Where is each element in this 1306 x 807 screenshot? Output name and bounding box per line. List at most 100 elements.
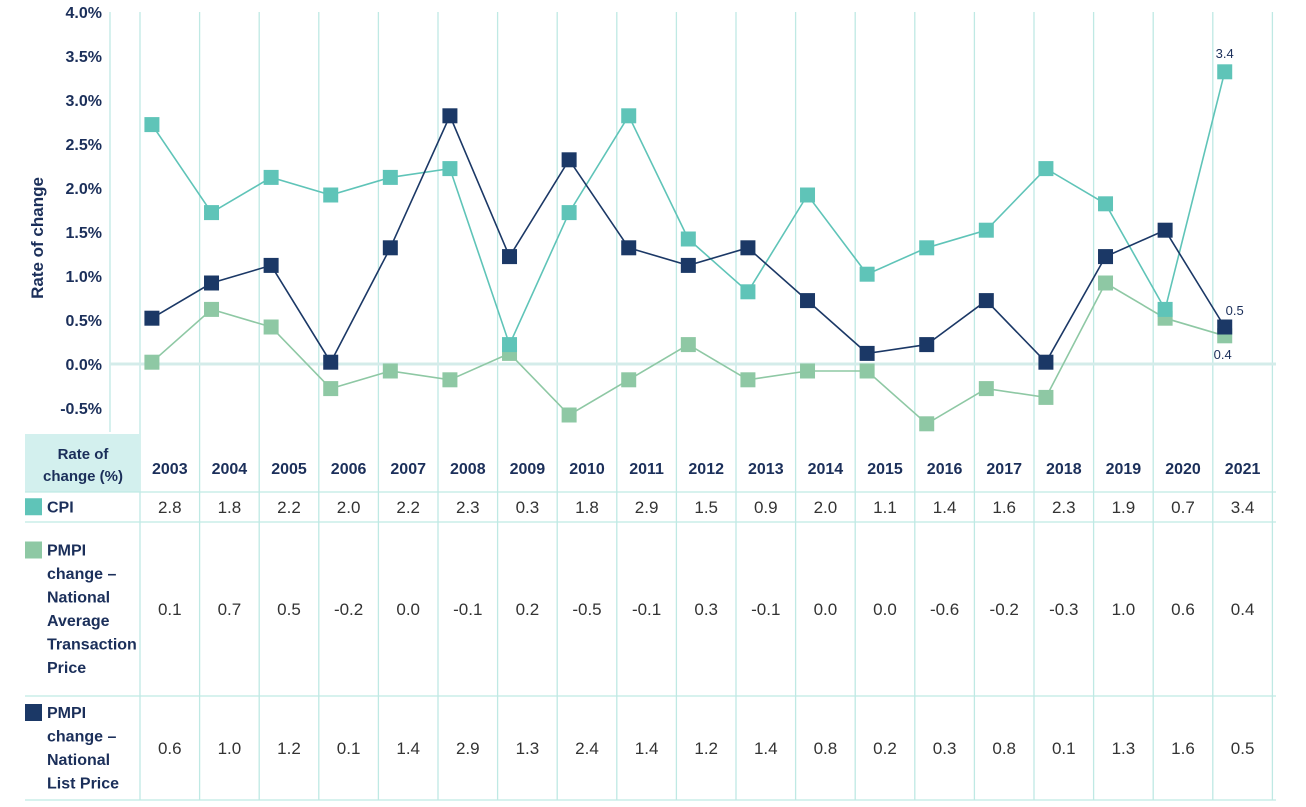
table-cell: 0.6 [1171, 600, 1195, 619]
table-year-header: 2019 [1106, 461, 1142, 478]
table-cell: 1.8 [218, 498, 242, 517]
table-cell: 0.2 [516, 600, 540, 619]
row-label-cpi: CPI [47, 499, 74, 516]
data-point-transaction [561, 407, 577, 423]
table-cell: 2.0 [337, 498, 361, 517]
data-point-transaction [978, 381, 994, 397]
table-cell: 1.8 [575, 498, 599, 517]
data-point-cpi [800, 187, 816, 203]
data-point-list [800, 293, 816, 309]
data-point-list [442, 108, 458, 124]
legend-swatch-cpi [25, 498, 42, 516]
row-label-list: PMPI [47, 705, 86, 722]
table-year-header: 2010 [569, 461, 605, 478]
table-cell: -0.2 [990, 600, 1019, 619]
table-cell: 0.1 [337, 739, 361, 758]
table-cell: 1.4 [933, 498, 957, 517]
data-label-transaction: 0.4 [1214, 347, 1232, 362]
table-year-header: 2008 [450, 461, 486, 478]
data-point-list [144, 310, 160, 326]
data-point-cpi [442, 161, 458, 177]
table-cell: 2.8 [158, 498, 182, 517]
y-axis: 4.0% 3.5% 3.0% 2.5% 2.0% 1.5% 1.0% 0.5% 0.0% -0.5… [28, 5, 102, 418]
table-cell: -0.1 [632, 600, 661, 619]
table-cell: 1.9 [1112, 498, 1136, 517]
table-cell: 1.6 [1171, 739, 1195, 758]
table-cell: -0.6 [930, 600, 959, 619]
table-cell: 1.4 [396, 739, 420, 758]
data-point-cpi [323, 187, 339, 203]
table-cell: 0.3 [516, 498, 540, 517]
data-point-transaction [442, 372, 458, 388]
data-table: Rate of change (%) 2003 2004 2005 2006 2007 200… [25, 434, 1276, 801]
table-cell: -0.5 [572, 600, 601, 619]
data-point-cpi [144, 117, 160, 133]
y-tick-label: 3.5% [66, 49, 102, 66]
table-cell: -0.2 [334, 600, 363, 619]
table-cell: 1.5 [694, 498, 718, 517]
y-tick-label: 4.0% [66, 5, 102, 22]
table-cell: -0.1 [751, 600, 780, 619]
row-label-transaction: National [47, 590, 110, 607]
row-label-transaction: Transaction [47, 637, 137, 654]
y-tick-label: 0.0% [66, 357, 102, 374]
row-label-transaction: change – [47, 566, 116, 583]
table-cell: 3.4 [1231, 498, 1255, 517]
data-point-transaction [204, 301, 220, 317]
data-point-list [323, 354, 339, 370]
table-year-header: 2006 [331, 461, 367, 478]
table-cell: 1.4 [754, 739, 778, 758]
data-point-cpi [919, 240, 935, 256]
data-point-list [382, 240, 398, 256]
table-cell: 1.6 [992, 498, 1016, 517]
table-year-header: 2014 [808, 461, 844, 478]
data-point-list [1157, 222, 1173, 238]
table-cell: 0.7 [218, 600, 242, 619]
data-point-transaction [263, 319, 279, 335]
series-transaction [144, 275, 1233, 432]
data-label-list: 0.5 [1226, 303, 1244, 318]
series-layer [144, 64, 1233, 432]
table-cell: 0.0 [873, 600, 897, 619]
table-year-header: 2003 [152, 461, 188, 478]
table-cell: 1.1 [873, 498, 897, 517]
table-year-header: 2016 [927, 461, 963, 478]
table-cell: 0.4 [1231, 600, 1255, 619]
series-list [144, 108, 1233, 370]
table-cell: 1.3 [1112, 739, 1136, 758]
table-cell: 0.2 [873, 739, 897, 758]
table-row: CPI 2.8 1.8 2.2 2.0 2.2 2.3 0.3 1.8 2.9 1.5 0.9 2.0 1… [25, 498, 1254, 517]
data-point-cpi [978, 222, 994, 238]
data-point-list [919, 337, 935, 353]
y-tick-label: -0.5% [60, 401, 102, 418]
table-cell: 2.0 [814, 498, 838, 517]
grid-lines [109, 12, 1276, 800]
table-cell: 2.2 [396, 498, 420, 517]
table-header-title: change (%) [43, 468, 123, 485]
table-year-header: 2020 [1165, 461, 1201, 478]
data-point-cpi [1157, 301, 1173, 317]
data-point-transaction [859, 363, 875, 379]
data-point-list [740, 240, 756, 256]
table-year-header: 2012 [688, 461, 724, 478]
table-cell: 0.0 [396, 600, 420, 619]
table-year-header: 2017 [986, 461, 1022, 478]
data-point-transaction [919, 416, 935, 432]
data-point-transaction [621, 372, 637, 388]
data-point-transaction [800, 363, 816, 379]
data-point-list [859, 345, 875, 361]
data-point-cpi [1098, 196, 1114, 212]
series-line-cpi [151, 71, 1226, 347]
y-tick-label: 3.0% [66, 93, 102, 110]
row-label-list: National [47, 752, 110, 769]
series-cpi [144, 64, 1233, 353]
table-cell: 2.3 [1052, 498, 1076, 517]
table-year-header: 2018 [1046, 461, 1082, 478]
table-cell: 2.9 [635, 498, 659, 517]
row-label-list: List Price [47, 776, 119, 793]
data-point-list [1038, 354, 1054, 370]
data-labels: 0.4 3.4 0.5 [1214, 46, 1244, 362]
y-tick-label: 0.5% [66, 313, 102, 330]
table-cell: 2.3 [456, 498, 480, 517]
